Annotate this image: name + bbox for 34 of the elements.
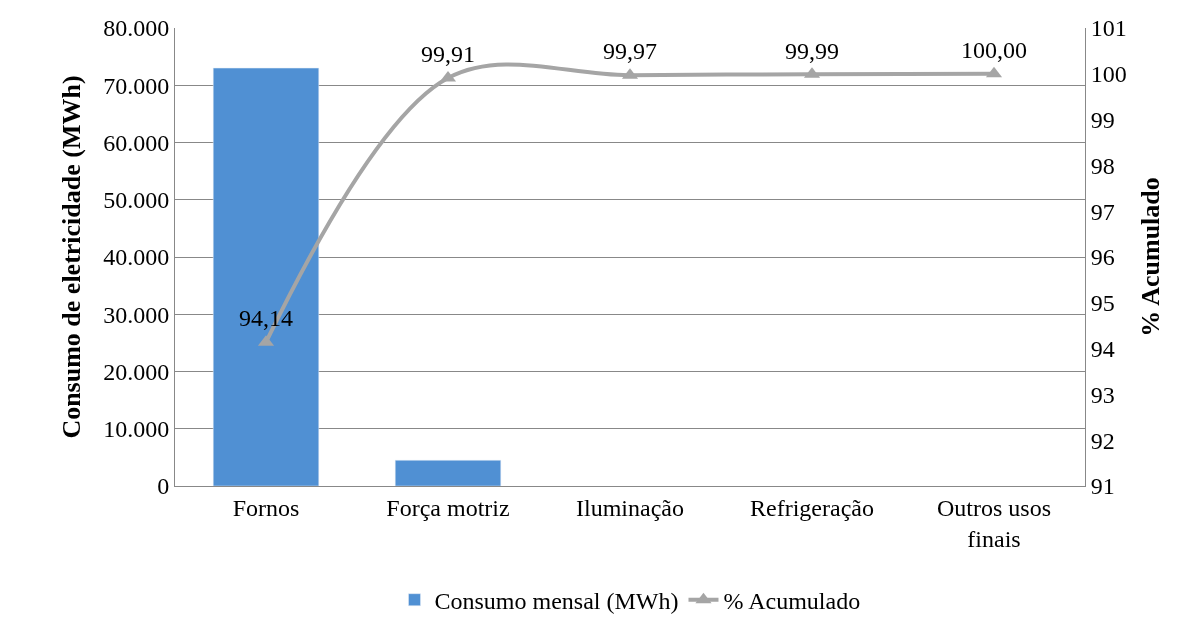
data-label: 99,97 <box>603 38 657 65</box>
data-label: 94,14 <box>239 305 293 332</box>
x-tick-label: Outros usos finais <box>936 494 1052 552</box>
y-tick-label: 0 <box>157 473 170 500</box>
y2-tick-label: 100 <box>1090 61 1127 88</box>
y-tick-label: 10.000 <box>103 416 170 443</box>
x-tick-label: Iluminação <box>576 494 684 521</box>
y2-tick-label: 93 <box>1090 381 1115 408</box>
data-label: 100,00 <box>961 37 1027 64</box>
y2-tick-label: 96 <box>1090 244 1115 271</box>
y-tick-label: 40.000 <box>103 244 170 271</box>
y-tick-label: 80.000 <box>103 15 170 42</box>
y-tick-label: 70.000 <box>103 72 170 99</box>
y-tick-label: 50.000 <box>103 187 170 214</box>
y2-tick-label: 95 <box>1090 290 1115 317</box>
y2-tick-label: 91 <box>1090 473 1115 500</box>
y2-tick-label: 99 <box>1090 107 1115 133</box>
y2-tick-label: 92 <box>1090 427 1115 454</box>
y-tick-label: 60.000 <box>103 129 170 156</box>
y2-tick-label: 101 <box>1090 15 1127 42</box>
x-tick-label: Força motriz <box>386 494 510 521</box>
x-tick-label: Fornos <box>232 494 300 521</box>
y2-tick-label: 97 <box>1090 198 1115 225</box>
y2-tick-label: 94 <box>1090 336 1115 362</box>
x-tick-label: Refrigeração <box>750 494 874 521</box>
legend-label: Consumo mensal (MWh) <box>434 588 679 615</box>
data-label: 99,91 <box>421 41 475 68</box>
y-tick-label: 20.000 <box>103 358 170 385</box>
legend-label: % Acumulado <box>723 588 861 615</box>
y2-tick-label: 98 <box>1090 152 1115 179</box>
data-label: 99,99 <box>785 37 839 64</box>
y-axis-title: Consumo de eletricidade (MWh) <box>56 75 86 439</box>
y2-axis-title: % Acumulado <box>1136 177 1166 337</box>
y-tick-label: 30.000 <box>103 301 170 328</box>
